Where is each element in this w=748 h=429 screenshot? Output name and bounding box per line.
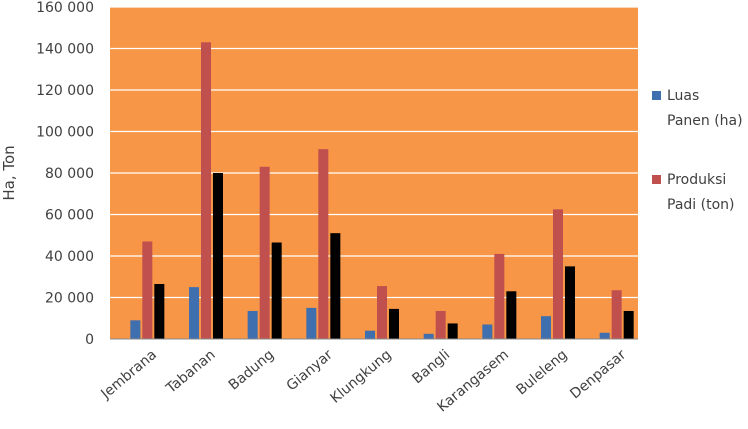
bar [330,233,341,339]
y-tick-label: 20 000 [45,291,94,307]
bar [142,241,153,339]
y-tick-labels: 0 20 000 40 000 60 000 80 000 100 000 120 000 1… [36,0,94,348]
bar [271,242,282,339]
x-tick-label: Buleleng [513,347,570,399]
bar [318,149,329,339]
bar [506,291,517,339]
bars [130,42,634,340]
bar [435,310,446,339]
y-tick-label: 40 000 [45,249,94,265]
bar [247,310,258,339]
legend-label: Luas [667,88,699,104]
bar [377,286,387,339]
x-tick-label: Klungkung [328,347,395,407]
bar [565,266,575,339]
bar [447,323,458,339]
legend-swatch [652,91,661,100]
y-tick-label: 0 [85,332,94,348]
bar [623,310,634,339]
y-tick-label: 120 000 [36,83,94,99]
legend: Luas Panen (ha) Produksi Padi (ton) [652,88,743,213]
bar [213,173,223,339]
y-tick-label: 60 000 [45,208,94,224]
bar [201,42,211,340]
x-tick-label: Tabanan [163,347,219,398]
bar [599,332,610,339]
legend-label: Produksi [667,172,726,188]
bar [611,290,622,339]
y-tick-label: 140 000 [36,42,94,58]
bar [154,284,165,339]
x-tick-label: Gianyar [284,347,336,395]
y-tick-label: 160 000 [36,0,94,16]
bar [494,253,505,339]
x-tick-label: Badung [226,347,277,394]
bar [306,307,317,339]
legend-label: Panen (ha) [667,113,743,129]
bar [189,287,199,339]
legend-swatch [652,175,661,184]
x-tick-label: Bangli [409,347,453,387]
bar [553,209,563,339]
y-axis-title: Ha, Ton [0,145,18,200]
x-tick-label: Denpasar [567,347,629,403]
bar [482,324,493,339]
bar [389,308,399,339]
legend-label: Padi (ton) [667,197,734,213]
y-tick-label: 100 000 [36,125,94,141]
y-tick-label: 80 000 [45,166,94,182]
bar [259,166,270,339]
x-tick-label: Jembrana [97,347,159,403]
bar [423,333,434,339]
bar [130,320,141,339]
bar [541,316,551,339]
bar [365,330,375,339]
